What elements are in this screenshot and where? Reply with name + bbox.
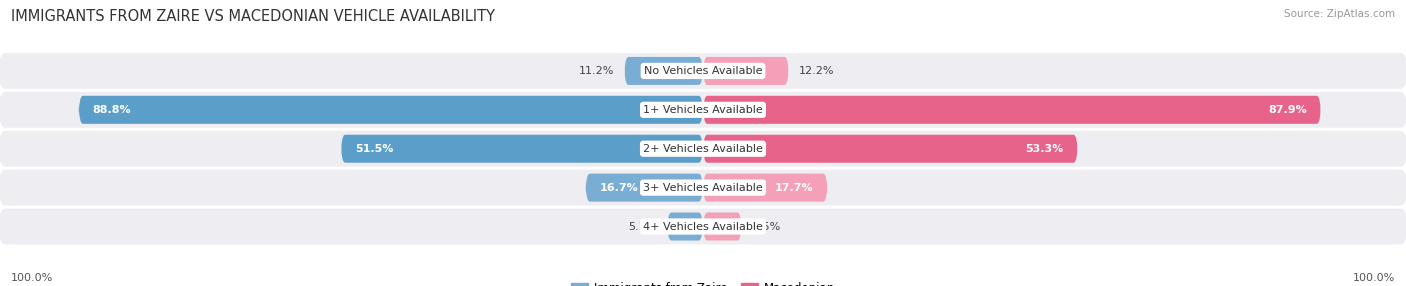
Text: 100.0%: 100.0% [11, 273, 53, 283]
Text: 51.5%: 51.5% [354, 144, 394, 154]
FancyBboxPatch shape [0, 81, 1406, 139]
Text: No Vehicles Available: No Vehicles Available [644, 66, 762, 76]
Text: Source: ZipAtlas.com: Source: ZipAtlas.com [1284, 9, 1395, 19]
FancyBboxPatch shape [0, 198, 1406, 255]
Text: 3+ Vehicles Available: 3+ Vehicles Available [643, 183, 763, 192]
Text: 100.0%: 100.0% [1353, 273, 1395, 283]
Text: 5.5%: 5.5% [752, 222, 780, 231]
Text: 87.9%: 87.9% [1268, 105, 1308, 115]
Text: 5.1%: 5.1% [628, 222, 657, 231]
Text: 17.7%: 17.7% [775, 183, 813, 192]
Text: 12.2%: 12.2% [799, 66, 835, 76]
FancyBboxPatch shape [0, 159, 1406, 217]
FancyBboxPatch shape [703, 174, 827, 202]
FancyBboxPatch shape [703, 96, 1322, 124]
Text: IMMIGRANTS FROM ZAIRE VS MACEDONIAN VEHICLE AVAILABILITY: IMMIGRANTS FROM ZAIRE VS MACEDONIAN VEHI… [11, 9, 495, 23]
FancyBboxPatch shape [0, 120, 1406, 178]
FancyBboxPatch shape [586, 174, 703, 202]
FancyBboxPatch shape [0, 42, 1406, 100]
FancyBboxPatch shape [340, 135, 703, 163]
FancyBboxPatch shape [79, 96, 703, 124]
Text: 88.8%: 88.8% [93, 105, 131, 115]
FancyBboxPatch shape [703, 57, 789, 85]
Text: 53.3%: 53.3% [1025, 144, 1064, 154]
FancyBboxPatch shape [703, 212, 742, 241]
Legend: Immigrants from Zaire, Macedonian: Immigrants from Zaire, Macedonian [571, 281, 835, 286]
FancyBboxPatch shape [703, 135, 1078, 163]
FancyBboxPatch shape [624, 57, 703, 85]
Text: 4+ Vehicles Available: 4+ Vehicles Available [643, 222, 763, 231]
Text: 2+ Vehicles Available: 2+ Vehicles Available [643, 144, 763, 154]
FancyBboxPatch shape [668, 212, 703, 241]
Text: 16.7%: 16.7% [599, 183, 638, 192]
Text: 11.2%: 11.2% [578, 66, 614, 76]
Text: 1+ Vehicles Available: 1+ Vehicles Available [643, 105, 763, 115]
